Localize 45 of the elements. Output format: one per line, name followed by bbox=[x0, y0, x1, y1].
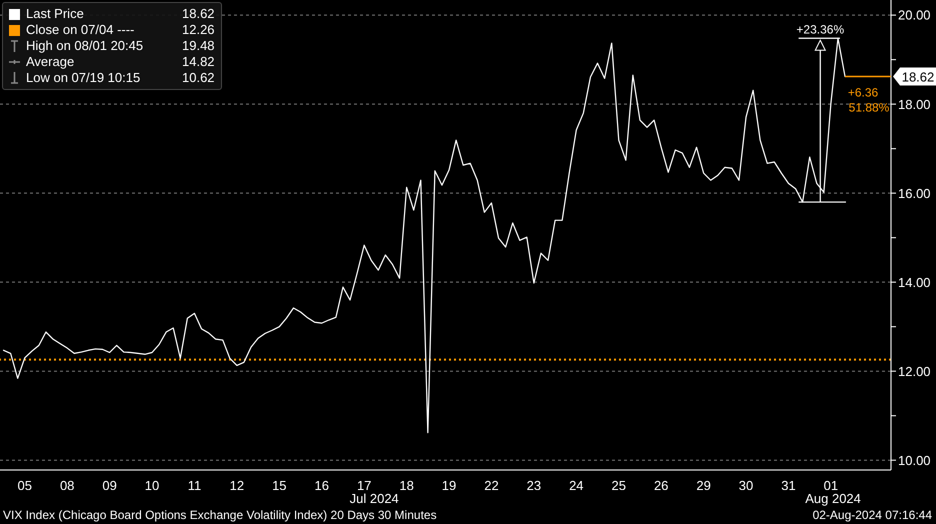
ref-line-label: 18.62 bbox=[902, 70, 934, 85]
x-tick-label: 18 bbox=[399, 478, 414, 493]
x-tick-label: 31 bbox=[781, 478, 796, 493]
y-tick-label: 18.00 bbox=[898, 96, 931, 112]
legend-label: Close on 07/04 ---- bbox=[26, 22, 136, 38]
y-tick-label: 20.00 bbox=[898, 8, 931, 23]
x-tick-label: 17 bbox=[356, 478, 372, 493]
x-tick-label: 08 bbox=[60, 478, 74, 493]
x-tick-label: 11 bbox=[188, 478, 202, 493]
x-tick-label: 01 bbox=[824, 478, 838, 493]
x-tick-label: 12 bbox=[230, 478, 244, 493]
x-tick-label: 16 bbox=[314, 478, 329, 493]
y-tick-label: 16.00 bbox=[898, 186, 931, 201]
x-tick-label: 26 bbox=[654, 478, 668, 493]
y-tick-label: 10.00 bbox=[898, 452, 931, 468]
annotation: 18.62 bbox=[182, 6, 215, 22]
x-tick-label: 25 bbox=[612, 478, 626, 493]
x-tick-label: 10 bbox=[144, 478, 160, 493]
annotation: Low on 07/19 10:15 bbox=[26, 70, 142, 86]
annotation: +6.36 bbox=[848, 86, 878, 100]
x-tick-label: 15 bbox=[272, 478, 287, 493]
y-tick-label: 12.00 bbox=[898, 364, 931, 379]
x-tick-label: 22 bbox=[484, 478, 499, 493]
annotation: 51.88% bbox=[848, 100, 890, 115]
annotation: 12.26 bbox=[182, 22, 215, 38]
line-series bbox=[2, 38, 846, 434]
x-tick-label: 09 bbox=[102, 478, 117, 493]
text: Jul 2024 bbox=[350, 491, 399, 506]
x-tick-label: 23 bbox=[526, 478, 542, 493]
text: VIX Index (Chicago Board Options Exchange Volatility Index) 20 Days 30 Minutes bbox=[3, 508, 437, 522]
annotation: High on 08/01 20:45 bbox=[26, 38, 144, 54]
text: 02-Aug-2024 07:16:44 bbox=[812, 508, 932, 522]
x-tick-label: 30 bbox=[738, 478, 754, 493]
annotation: Average bbox=[26, 54, 76, 70]
annotation: 14.82 bbox=[182, 54, 215, 70]
annotation: 10.62 bbox=[182, 70, 215, 86]
x-tick-label: 19 bbox=[442, 478, 456, 493]
text: Aug 2024 bbox=[805, 491, 861, 506]
x-tick-label: 24 bbox=[569, 478, 584, 493]
y-tick-label: 14.00 bbox=[898, 274, 931, 290]
x-tick-label: 05 bbox=[18, 478, 32, 493]
annotation: +23.36% bbox=[796, 22, 844, 36]
x-tick-label: 29 bbox=[696, 478, 711, 493]
annotation: 19.48 bbox=[182, 38, 215, 54]
legend-label: Last Price bbox=[26, 6, 85, 22]
